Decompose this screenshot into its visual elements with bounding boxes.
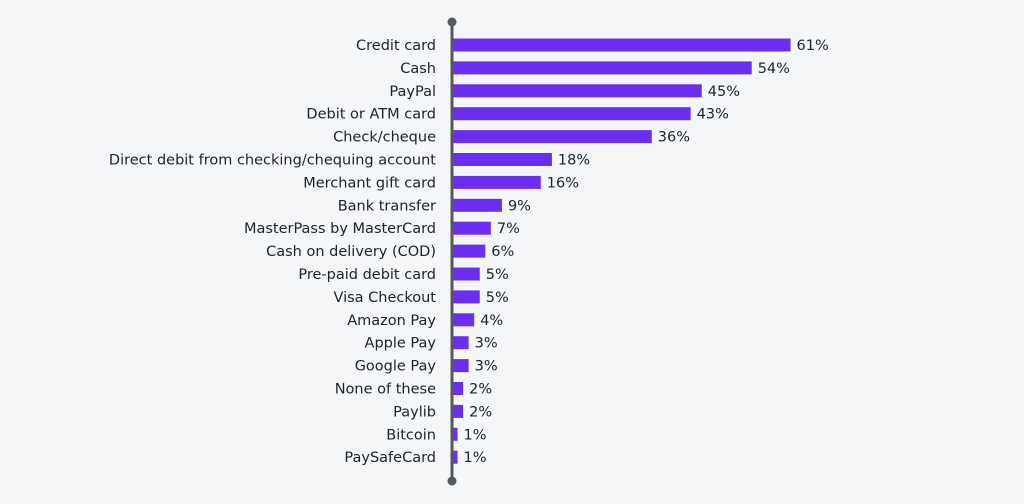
bar bbox=[452, 313, 475, 327]
category-label: Bitcoin bbox=[386, 427, 436, 443]
bar bbox=[452, 404, 464, 418]
category-label: Direct debit from checking/chequing acco… bbox=[109, 153, 436, 169]
category-label: Merchant gift card bbox=[303, 175, 436, 191]
category-label: Credit card bbox=[356, 38, 436, 54]
bar bbox=[452, 221, 491, 235]
category-label: Google Pay bbox=[355, 359, 437, 375]
category-label: Paylib bbox=[393, 404, 436, 420]
value-label: 43% bbox=[697, 107, 729, 123]
bar bbox=[452, 450, 458, 464]
value-label: 4% bbox=[480, 313, 503, 329]
value-label: 3% bbox=[475, 359, 498, 375]
value-label: 16% bbox=[547, 175, 579, 191]
value-label: 5% bbox=[486, 267, 509, 283]
bar bbox=[452, 427, 458, 441]
axis-bottom-dot bbox=[447, 476, 457, 486]
bars-layer: Credit card 61% Cash 54% PayPal 45% Debit or A… bbox=[109, 38, 829, 466]
value-label: 54% bbox=[758, 61, 790, 77]
bar bbox=[452, 38, 791, 52]
category-label: PaySafeCard bbox=[344, 450, 436, 466]
category-label: MasterPass by MasterCard bbox=[244, 221, 436, 237]
value-label: 36% bbox=[658, 130, 690, 146]
value-label: 5% bbox=[486, 290, 509, 306]
category-label: PayPal bbox=[389, 84, 436, 100]
axis-layer bbox=[447, 17, 457, 486]
value-label: 2% bbox=[469, 404, 492, 420]
category-label: Check/cheque bbox=[333, 130, 436, 146]
axis-top-dot bbox=[447, 17, 457, 27]
category-label: Apple Pay bbox=[365, 336, 437, 352]
value-label: 3% bbox=[475, 336, 498, 352]
value-label: 45% bbox=[708, 84, 740, 100]
bar bbox=[452, 107, 691, 121]
value-label: 2% bbox=[469, 382, 492, 398]
bar bbox=[452, 175, 541, 189]
value-label: 7% bbox=[497, 221, 520, 237]
bar bbox=[452, 359, 469, 373]
category-label: Bank transfer bbox=[338, 198, 436, 214]
category-label: Pre-paid debit card bbox=[298, 267, 436, 283]
bar bbox=[452, 290, 480, 304]
bar bbox=[452, 382, 464, 395]
category-label: Amazon Pay bbox=[347, 313, 436, 329]
bar bbox=[452, 61, 752, 75]
bar bbox=[452, 244, 486, 258]
category-label: Cash bbox=[400, 61, 436, 77]
bar bbox=[452, 84, 702, 98]
value-label: 1% bbox=[464, 450, 487, 466]
category-label: Debit or ATM card bbox=[306, 107, 436, 123]
value-label: 61% bbox=[797, 38, 829, 54]
value-label: 18% bbox=[558, 153, 590, 169]
value-label: 6% bbox=[491, 244, 514, 260]
bar bbox=[452, 336, 469, 350]
bar bbox=[452, 153, 552, 166]
bar bbox=[452, 267, 480, 281]
bar bbox=[452, 130, 652, 144]
value-label: 1% bbox=[464, 427, 487, 443]
value-label: 9% bbox=[508, 198, 531, 214]
category-label: Cash on delivery (COD) bbox=[266, 244, 436, 260]
category-label: Visa Checkout bbox=[333, 290, 436, 306]
bar bbox=[452, 198, 502, 212]
category-label: None of these bbox=[335, 382, 436, 398]
